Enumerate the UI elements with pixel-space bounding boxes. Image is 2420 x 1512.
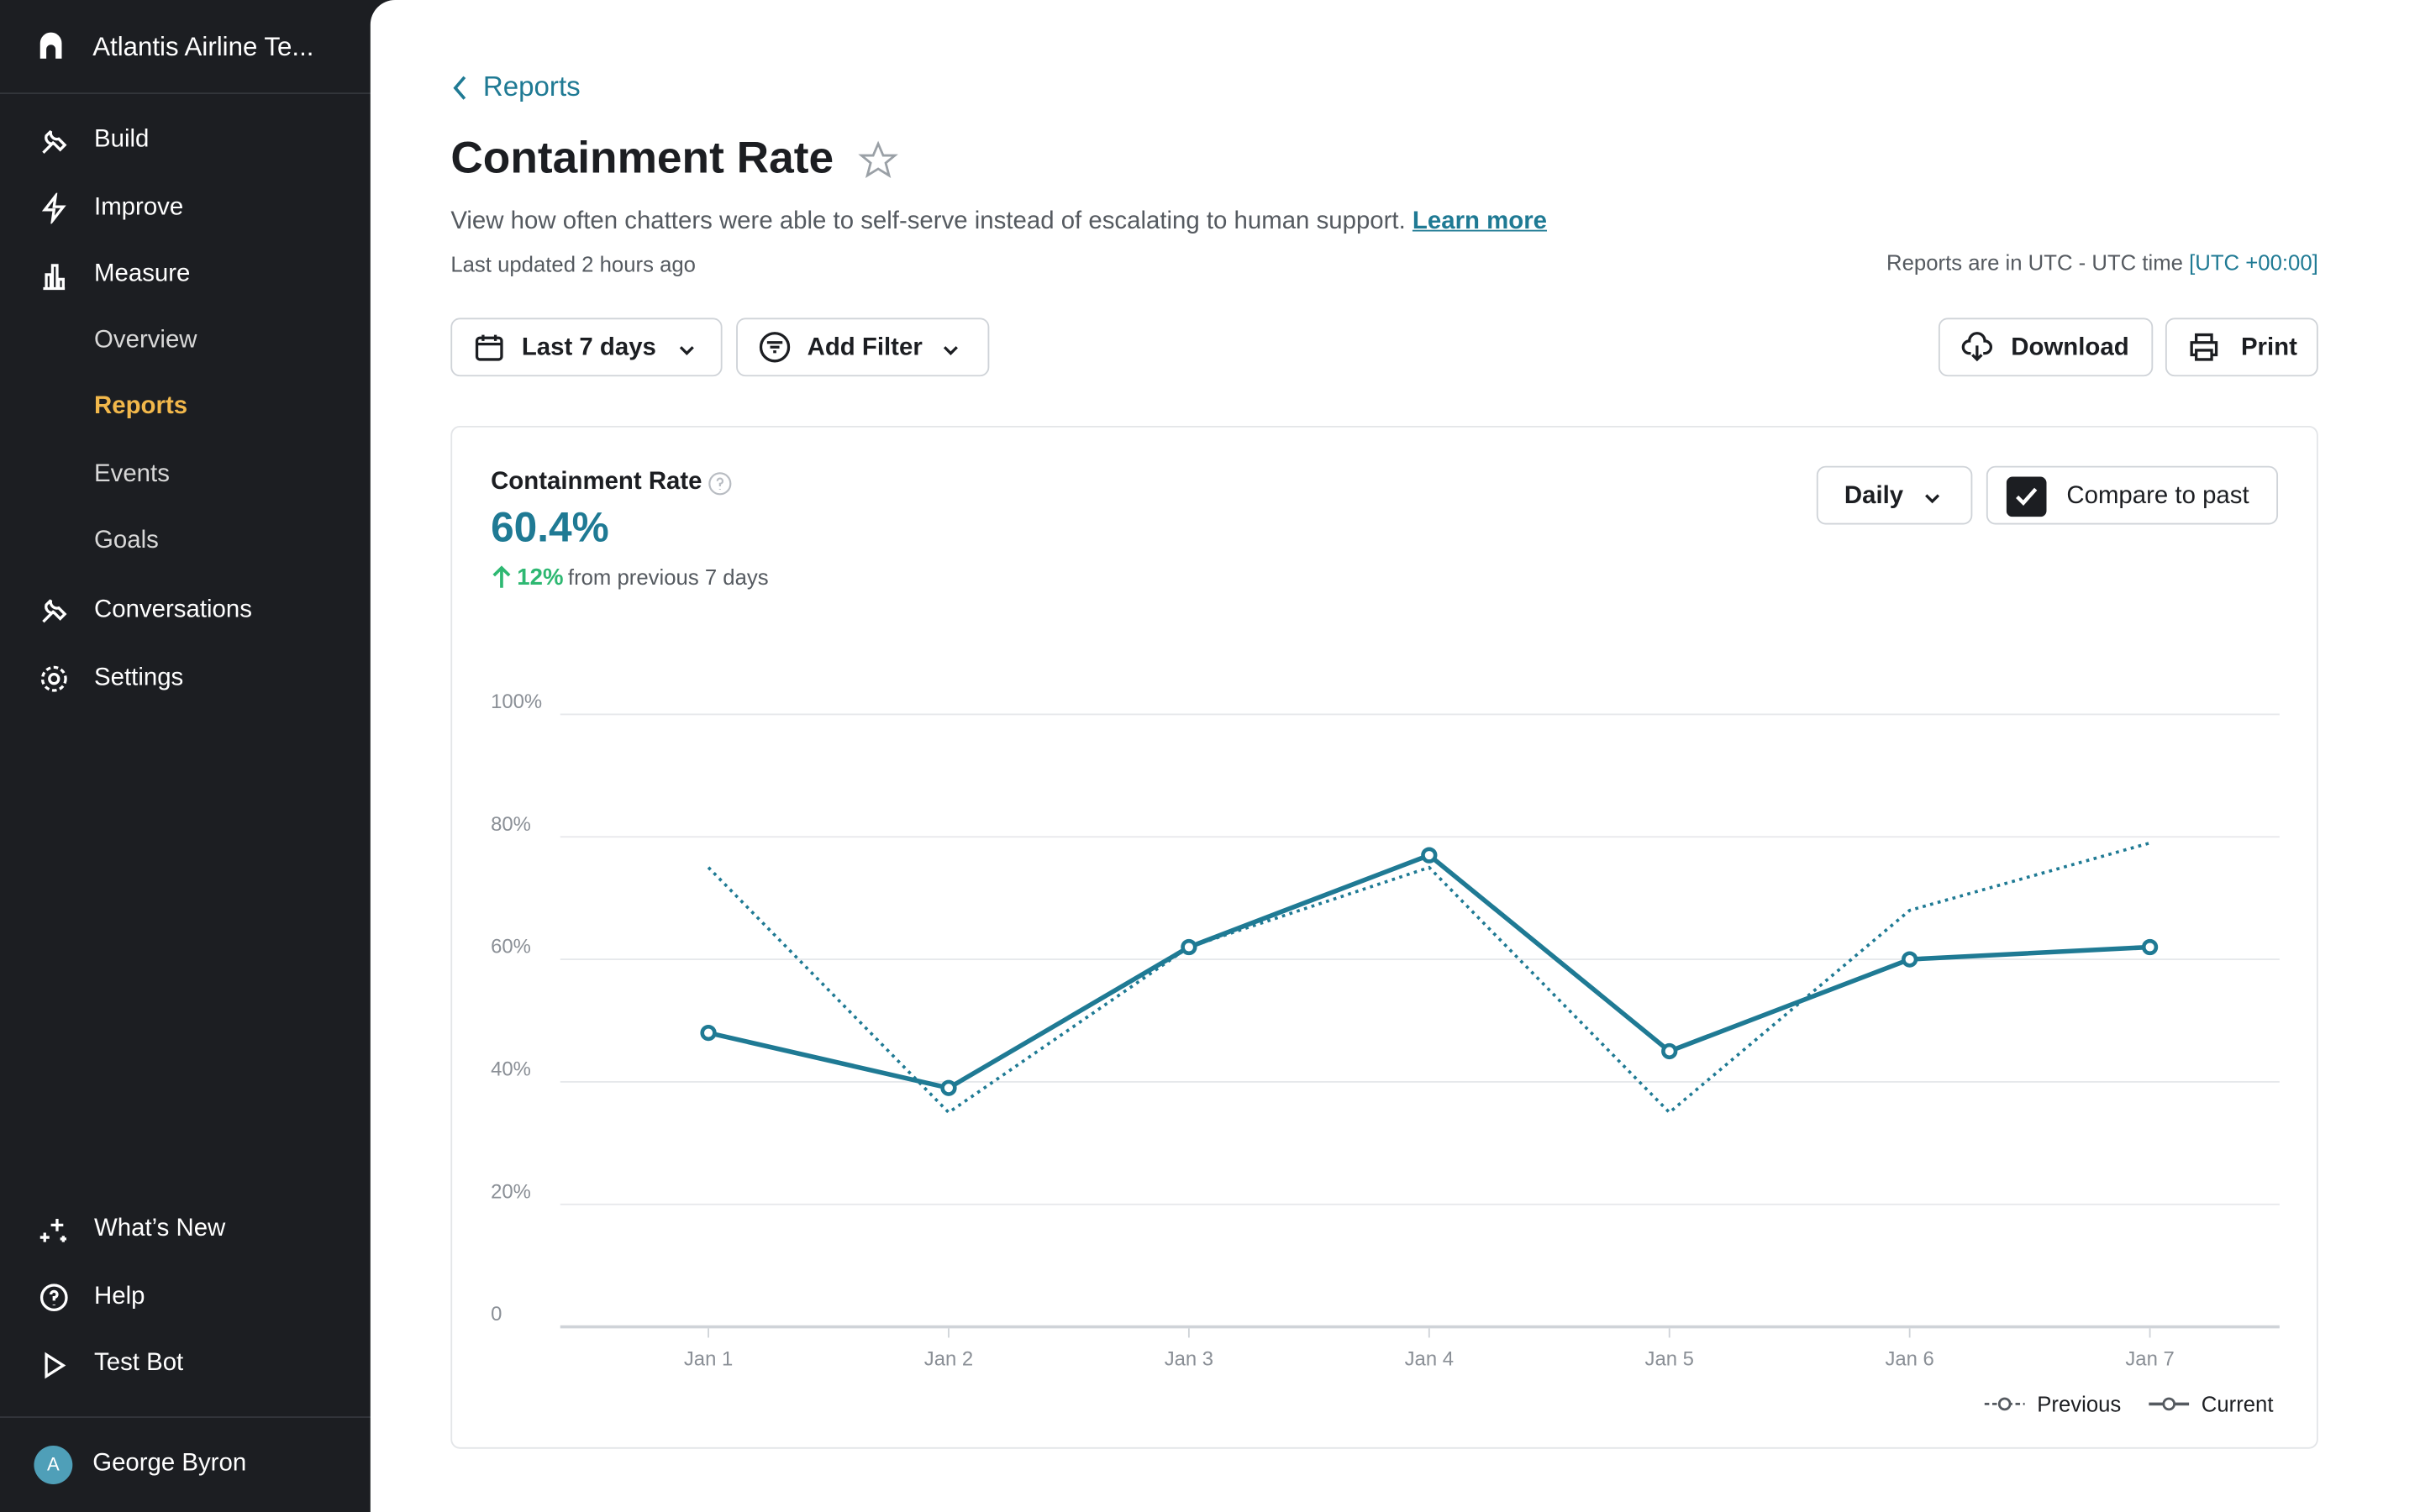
x-tick-label: Jan 4 xyxy=(1405,1348,1454,1371)
y-tick-label: 100% xyxy=(491,690,542,713)
date-range-label: Last 7 days xyxy=(521,334,656,361)
compare-label: Compare to past xyxy=(2066,482,2249,510)
page-title: Containment Rate xyxy=(450,134,834,184)
divider xyxy=(0,92,371,95)
checkbox[interactable] xyxy=(2006,476,2047,517)
card-title: Containment Rate xyxy=(491,469,702,496)
point xyxy=(1181,938,1197,956)
description-text: View how often chatters were able to sel… xyxy=(450,207,1406,235)
nav-help[interactable]: Help xyxy=(94,1284,145,1310)
series-line xyxy=(707,841,2151,1115)
nav-reports[interactable]: Reports xyxy=(94,393,188,420)
measure-icon xyxy=(43,264,66,291)
info-icon[interactable] xyxy=(707,470,733,496)
whats-new-icon xyxy=(39,1219,66,1242)
x-tick-label: Jan 2 xyxy=(924,1348,973,1371)
series-line xyxy=(708,852,2150,1091)
chevron xyxy=(679,346,694,355)
legend-marker xyxy=(2162,1397,2176,1411)
y-tick-label: 20% xyxy=(491,1180,531,1203)
chevron xyxy=(1925,494,1940,504)
date-range-button[interactable]: Last 7 days xyxy=(450,318,723,377)
point xyxy=(2141,938,2159,956)
calendar-icon xyxy=(475,334,503,361)
help-icon xyxy=(39,1284,68,1312)
avatar[interactable]: A xyxy=(34,1446,73,1484)
legend-marker xyxy=(1997,1397,2012,1411)
point xyxy=(1421,847,1438,864)
print-icon xyxy=(2190,333,2218,361)
legend-label: Current xyxy=(2202,1394,2274,1417)
test-bot-icon xyxy=(45,1352,66,1379)
workspace-name[interactable]: Atlantis Airline Te... xyxy=(92,32,314,62)
download-button[interactable]: Download xyxy=(1938,318,2154,377)
improve-icon xyxy=(41,192,66,224)
nav-measure[interactable]: Measure xyxy=(94,260,191,287)
y-tick-label: 80% xyxy=(491,813,531,836)
back-icon xyxy=(453,76,466,100)
nav-settings[interactable]: Settings xyxy=(94,664,184,691)
x-tick-label: Jan 6 xyxy=(1885,1348,1933,1371)
nav-events[interactable]: Events xyxy=(94,461,170,488)
chevron xyxy=(943,346,958,355)
download-label: Download xyxy=(2011,334,2129,361)
point xyxy=(1661,1042,1678,1060)
nav-goals[interactable]: Goals xyxy=(94,528,159,554)
timezone-text: Reports are in UTC - UTC time xyxy=(1886,249,2183,275)
legend-label: Previous xyxy=(2037,1394,2121,1417)
metric-change: 12% xyxy=(517,564,564,591)
settings-icon xyxy=(40,665,67,692)
nav-whats-new[interactable]: What’s New xyxy=(94,1215,226,1242)
x-tick-label: Jan 3 xyxy=(1165,1348,1213,1371)
main xyxy=(370,0,2420,1512)
interval-label: Daily xyxy=(1844,482,1904,510)
conversations-icon xyxy=(42,599,67,623)
print-button[interactable]: Print xyxy=(2165,318,2318,377)
divider xyxy=(0,1416,371,1418)
favorite-star[interactable] xyxy=(858,140,898,181)
point xyxy=(940,1079,957,1096)
nav-overview[interactable]: Overview xyxy=(94,327,197,354)
back-link[interactable]: Reports xyxy=(482,71,581,102)
add-filter-button[interactable]: Add Filter xyxy=(736,318,990,377)
timezone: Reports are in UTC - UTC time [UTC +00:0… xyxy=(1886,250,2318,275)
timezone-value[interactable]: [UTC +00:00] xyxy=(2189,249,2318,275)
point xyxy=(1902,951,1918,968)
add-filter-label: Add Filter xyxy=(807,334,923,361)
point xyxy=(700,1024,717,1042)
compare-toggle[interactable]: Compare to past xyxy=(1986,465,2279,525)
build-icon xyxy=(42,129,67,155)
x-tick-label: Jan 7 xyxy=(2125,1348,2174,1371)
print-label: Print xyxy=(2240,334,2297,361)
up-arrow xyxy=(492,565,511,588)
nav-build[interactable]: Build xyxy=(94,126,150,153)
nav-improve[interactable]: Improve xyxy=(94,194,184,221)
filter-icon xyxy=(759,332,791,363)
x-tick-label: Jan 5 xyxy=(1645,1348,1694,1371)
y-tick-label: 40% xyxy=(491,1058,531,1081)
metric-value: 60.4% xyxy=(491,504,609,551)
description: View how often chatters were able to sel… xyxy=(450,208,1547,236)
logo xyxy=(39,32,62,59)
x-tick-label: Jan 1 xyxy=(684,1348,733,1371)
download-icon xyxy=(1961,332,1992,362)
learn-more-link[interactable]: Learn more xyxy=(1412,207,1547,235)
last-updated: Last updated 2 hours ago xyxy=(450,251,696,276)
y-tick-label: 0 xyxy=(491,1303,502,1326)
interval-select[interactable]: Daily xyxy=(1816,465,1973,525)
chart-card: Containment Rate 60.4% 12% from previous… xyxy=(450,425,2318,1449)
nav-conversations[interactable]: Conversations xyxy=(94,596,252,624)
y-tick-label: 60% xyxy=(491,936,531,958)
user-name[interactable]: George Byron xyxy=(92,1450,247,1477)
sidebar: Atlantis Airline Te... Build Improve Mea… xyxy=(0,0,371,1512)
chart: 0 20% 40% 60% 80% 100% Jan 1 Jan 2 Jan 3 Jan 4 Jan… xyxy=(491,690,2280,1417)
metric-change-text: from previous 7 days xyxy=(567,564,769,590)
nav-test-bot[interactable]: Test Bot xyxy=(94,1350,184,1377)
